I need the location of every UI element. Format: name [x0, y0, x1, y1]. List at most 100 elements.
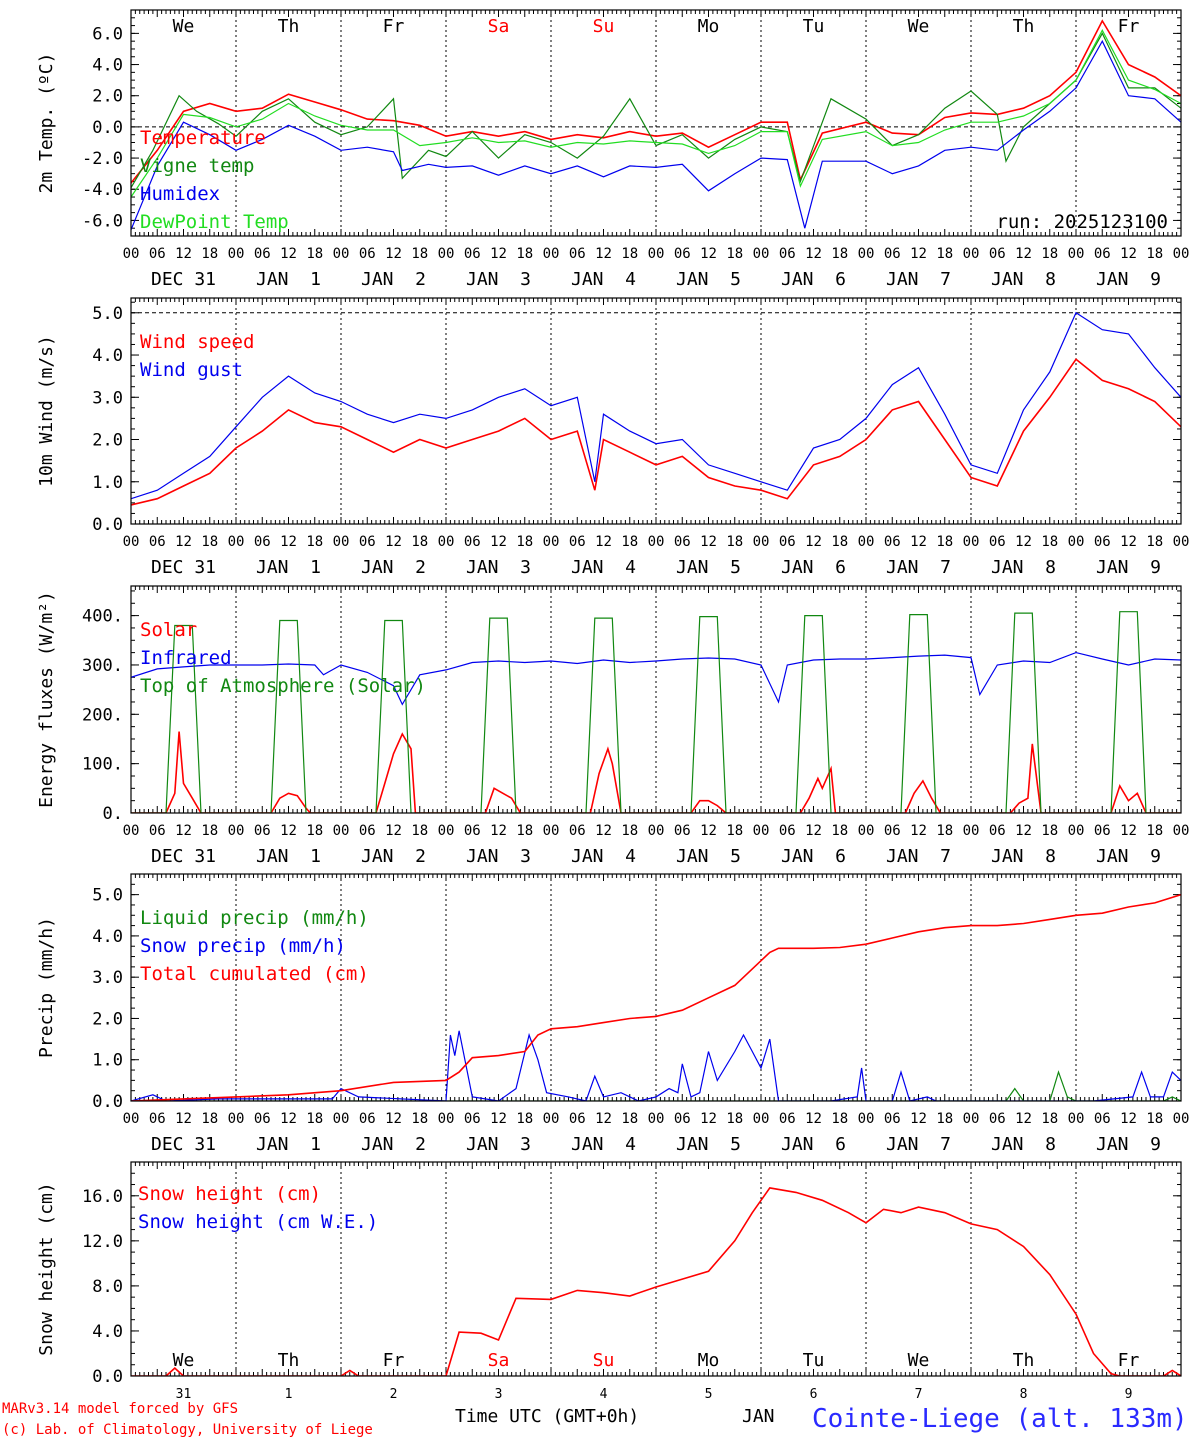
hour-tick-label: 06 — [149, 1111, 166, 1127]
date-label: JAN 6 — [781, 846, 846, 867]
hour-tick-label: 06 — [149, 534, 166, 550]
hour-tick-label: 12 — [385, 823, 402, 839]
date-label: JAN 4 — [571, 557, 636, 578]
hour-tick-label: 12 — [1120, 246, 1137, 262]
hour-tick-label: 06 — [254, 534, 271, 550]
credit-line-1: MARv3.14 model forced by GFS — [2, 1401, 238, 1417]
date-label: JAN 4 — [571, 269, 636, 290]
hour-tick-label: 12 — [490, 823, 507, 839]
date-label: JAN 2 — [361, 269, 426, 290]
date-label: JAN 7 — [886, 1134, 951, 1155]
hour-tick-label: 06 — [674, 534, 691, 550]
date-label: JAN 2 — [361, 1134, 426, 1155]
hour-tick-label: 06 — [464, 823, 481, 839]
hour-tick-label: 18 — [201, 246, 218, 262]
series-line-liquid-precip-mm-h- — [131, 1070, 1181, 1101]
hour-tick-label: 12 — [805, 1111, 822, 1127]
y-tick-label: 4.0 — [92, 346, 123, 366]
hour-tick-label: 06 — [569, 823, 586, 839]
weekday-label: We — [908, 16, 930, 37]
hour-tick-label: 12 — [805, 534, 822, 550]
hour-tick-label: 00 — [333, 1111, 350, 1127]
weekday-label: Mo — [698, 1350, 720, 1371]
weekday-label: Su — [593, 16, 615, 37]
date-label: JAN 5 — [676, 1134, 741, 1155]
y-tick-label: 100. — [82, 755, 123, 775]
hour-tick-label: 00 — [648, 534, 665, 550]
hour-tick-label: 00 — [543, 823, 560, 839]
plot-frame — [130, 1161, 1182, 1377]
hour-tick-label: 00 — [123, 1111, 140, 1127]
footer: MARv3.14 model forced by GFS (c) Lab. of… — [2, 1401, 1188, 1438]
hour-tick-label: 12 — [175, 246, 192, 262]
date-label: DEC 31 — [151, 846, 216, 867]
y-tick-label: 4.0 — [92, 56, 123, 76]
hour-tick-label: 18 — [201, 534, 218, 550]
series-line-snow-height-cm- — [131, 1187, 1181, 1376]
hour-tick-label: 06 — [779, 823, 796, 839]
hour-tick-label: 06 — [989, 1111, 1006, 1127]
hour-tick-label: 18 — [1146, 823, 1163, 839]
date-label: JAN 9 — [1096, 846, 1161, 867]
meteogram-panels: -6.0 -4.0 -2.0 0.0 2.0 4.0 6.0 2m Temp. (ºC) Tem… — [36, 9, 1190, 1402]
panel-snow: 0.0 4.0 8.0 12.0 16.0 Snow height (cm) Snow he… — [36, 1161, 1182, 1402]
y-tick-label: 300. — [82, 656, 123, 676]
date-label: JAN 5 — [676, 557, 741, 578]
date-label: JAN 4 — [571, 1134, 636, 1155]
series-line-top-of-atmosphere-solar- — [131, 611, 1181, 813]
hour-tick-label: 18 — [516, 823, 533, 839]
series-line-vigne-temp — [131, 32, 1181, 189]
hour-tick-label: 18 — [621, 534, 638, 550]
y-tick-label: 0.0 — [92, 118, 123, 138]
hour-tick-label: 00 — [648, 1111, 665, 1127]
hour-tick-label: 06 — [884, 823, 901, 839]
hour-tick-label: 00 — [438, 1111, 455, 1127]
hour-tick-label: 00 — [333, 534, 350, 550]
hour-tick-label: 06 — [1094, 534, 1111, 550]
hour-tick-label: 18 — [306, 1111, 323, 1127]
plot-frame — [130, 585, 1182, 814]
date-label: JAN 6 — [781, 557, 846, 578]
hour-tick-label: 12 — [1120, 823, 1137, 839]
y-tick-label: 1.0 — [92, 1051, 123, 1071]
y-tick-label: 3.0 — [92, 388, 123, 408]
y-tick-label: -4.0 — [82, 180, 123, 200]
plot-frame — [130, 9, 1182, 237]
hour-tick-label: 12 — [280, 534, 297, 550]
hour-tick-label: 06 — [254, 246, 271, 262]
month-label: JAN — [742, 1406, 775, 1427]
legend-entry: DewPoint Temp — [140, 211, 289, 233]
hour-tick-label: 12 — [1015, 246, 1032, 262]
y-tick-label: 0.0 — [92, 1092, 123, 1112]
panel-precip: 0.0 1.0 2.0 3.0 4.0 5.0 Precip (mm/h) Liquid pr… — [36, 873, 1189, 1155]
hour-tick-label: 12 — [700, 1111, 717, 1127]
date-label: JAN 8 — [991, 846, 1056, 867]
hour-tick-label: 12 — [280, 823, 297, 839]
hour-tick-label: 12 — [700, 246, 717, 262]
hour-tick-label: 18 — [936, 1111, 953, 1127]
hour-tick-label: 18 — [621, 1111, 638, 1127]
hour-tick-label: 00 — [753, 1111, 770, 1127]
y-tick-label: 12.0 — [82, 1232, 123, 1252]
y-tick-label: 400. — [82, 607, 123, 627]
weekday-label: Fr — [1118, 1350, 1140, 1371]
weekday-label: Th — [278, 16, 300, 37]
hour-tick-label: 00 — [333, 246, 350, 262]
run-label: run: 2025123100 — [996, 211, 1168, 233]
hour-tick-label: 00 — [333, 823, 350, 839]
hour-tick-label: 00 — [1068, 534, 1085, 550]
hour-tick-label: 06 — [359, 534, 376, 550]
series-line-total-cumulated-cm- — [131, 893, 1181, 1101]
date-label: JAN 1 — [256, 846, 321, 867]
date-label: JAN 5 — [676, 269, 741, 290]
hour-tick-label: 18 — [726, 823, 743, 839]
y-tick-label: 1.0 — [92, 473, 123, 493]
date-label: JAN 2 — [361, 846, 426, 867]
day-number-label: 9 — [1125, 1387, 1133, 1402]
hour-tick-label: 00 — [1173, 246, 1190, 262]
day-number-label: 6 — [810, 1387, 818, 1402]
hour-tick-label: 18 — [621, 823, 638, 839]
hour-tick-label: 18 — [936, 823, 953, 839]
hour-tick-label: 12 — [910, 534, 927, 550]
series-line-dewpoint-temp — [131, 29, 1181, 198]
